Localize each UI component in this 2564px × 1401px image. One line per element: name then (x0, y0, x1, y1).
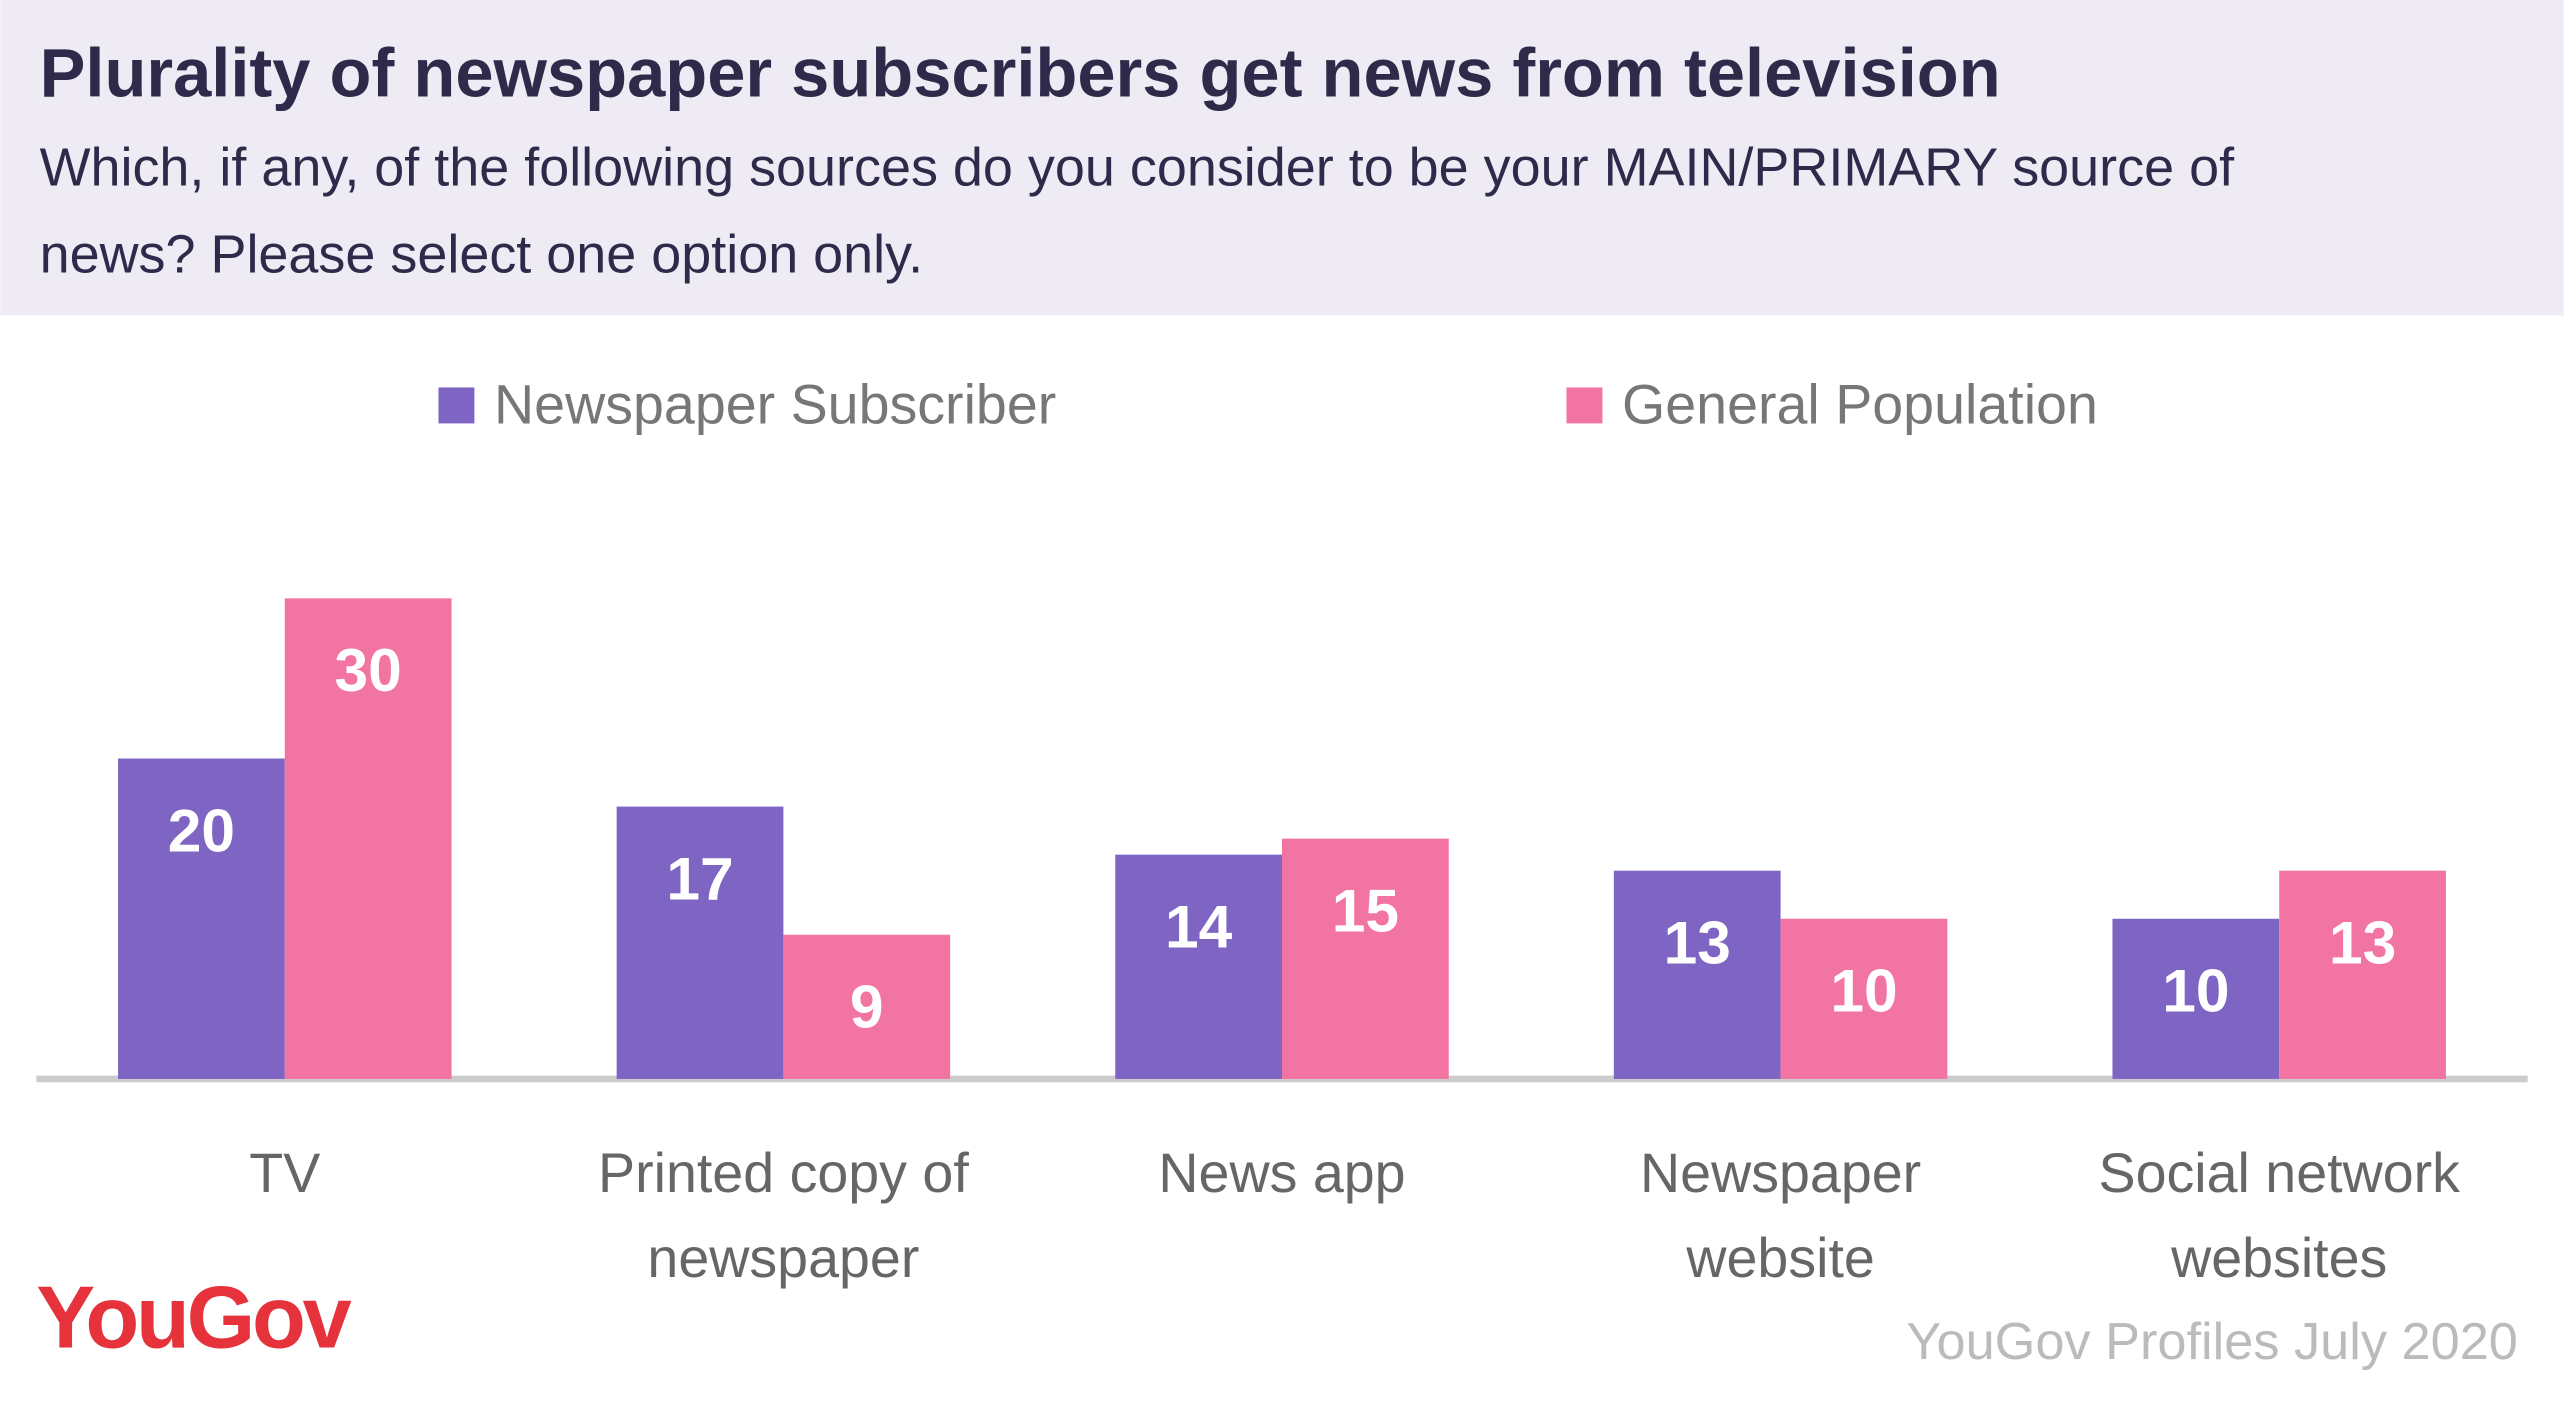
value-label: 13 (1664, 908, 1731, 976)
value-label: 17 (666, 844, 733, 912)
value-label: 15 (1332, 876, 1399, 944)
value-label: 10 (2162, 957, 2229, 1025)
source: YouGov Profiles July 2020 (1906, 1313, 2517, 1371)
bar (783, 934, 951, 1079)
bar (1115, 854, 1282, 1079)
legend-label: Newspaper Subscriber (494, 373, 1056, 435)
chart-title: Plurality of newspaper subscribers get n… (40, 35, 2001, 112)
value-label: 20 (168, 796, 235, 864)
logo: YouGov (36, 1267, 351, 1366)
bar (1282, 838, 1449, 1079)
x-tick-label: Newspaper website (1640, 1142, 1921, 1289)
bar (2112, 918, 2280, 1079)
value-label: 9 (850, 973, 884, 1041)
bar (2279, 870, 2446, 1079)
value-label: 10 (1830, 957, 1897, 1025)
value-label: 14 (1165, 892, 1233, 960)
bar (1613, 870, 1781, 1079)
x-tick-label: News app (1158, 1142, 1405, 1204)
value-label: 13 (2329, 908, 2396, 976)
x-tick-label: TV (249, 1142, 320, 1204)
value-label: 30 (335, 636, 402, 704)
x-tick-label: Social network websites (2099, 1142, 2461, 1289)
bar (1780, 918, 1948, 1079)
legend-swatch (1566, 387, 1603, 424)
bar (118, 758, 285, 1079)
bar (284, 598, 452, 1079)
bar (616, 806, 784, 1079)
header-band (0, 0, 2564, 316)
chart-subtitle: Which, if any, of the following sources … (40, 138, 2235, 285)
legend-swatch (438, 387, 475, 424)
legend-label: General Population (1622, 373, 2098, 435)
x-tick-label: Printed copy of newspaper (598, 1142, 969, 1289)
